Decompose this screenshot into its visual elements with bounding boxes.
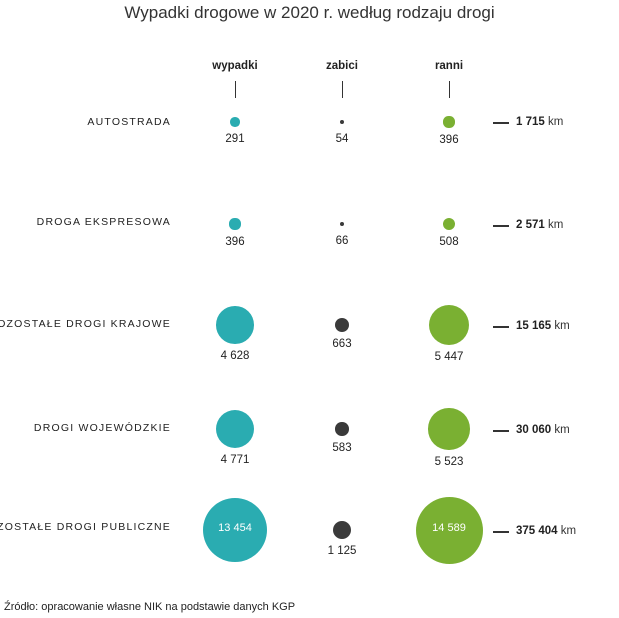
road-length-value: 375 404	[516, 525, 558, 537]
value-label-zabici: 1 125	[327, 545, 357, 558]
value-label-ranni: 5 523	[434, 455, 464, 468]
length-dash	[493, 430, 509, 432]
road-length: 2 571 km	[516, 219, 563, 231]
column-tick-ranni	[449, 81, 450, 98]
road-length-unit: km	[547, 219, 564, 231]
road-length: 1 715 km	[516, 116, 563, 128]
bubble-ranni	[442, 217, 456, 231]
chart-title: Wypadki drogowe w 2020 r. według rodzaju…	[124, 3, 495, 22]
road-length-unit: km	[560, 525, 577, 537]
column-header-ranni: ranni	[434, 60, 464, 72]
column-tick-zabici	[342, 81, 343, 98]
road-length-value: 2 571	[516, 219, 545, 231]
value-label-ranni: 396	[439, 133, 459, 146]
column-tick-wypadki	[235, 81, 236, 98]
bubble-zabici	[334, 317, 350, 333]
length-dash	[493, 326, 509, 328]
bubble-zabici	[339, 119, 345, 125]
value-label-ranni: 508	[439, 236, 459, 249]
value-label-wypadki: 13 454	[218, 522, 252, 534]
road-length: 30 060 km	[516, 424, 570, 436]
value-label-zabici: 66	[335, 235, 349, 247]
value-label-wypadki: 4 771	[220, 454, 250, 467]
row-label: POZOSTAŁE DROGI PUBLICZNE	[0, 521, 171, 533]
source-note: Źródło: opracowanie własne NIK na podsta…	[4, 601, 296, 613]
row-label: AUTOSTRADA	[87, 116, 171, 128]
column-header-zabici: zabici	[326, 60, 358, 72]
length-dash	[493, 531, 509, 533]
bubble-wypadki	[216, 306, 254, 344]
value-label-wypadki: 4 628	[220, 349, 250, 362]
bubble-zabici	[335, 422, 349, 436]
bubble-ranni	[415, 496, 483, 564]
row-label: POZOSTAŁE DROGI KRAJOWE	[0, 318, 171, 330]
bubble-ranni	[428, 408, 470, 450]
road-length-unit: km	[554, 320, 570, 332]
value-label-zabici: 583	[332, 441, 352, 454]
road-length: 15 165 km	[516, 320, 570, 332]
bubble-wypadki	[230, 117, 240, 127]
bubble-zabici	[332, 520, 352, 540]
row-label: DROGA EKSPRESOWA	[36, 216, 171, 228]
length-dash	[493, 225, 509, 227]
row-label: DROGI WOJEWÓDZKIE	[33, 422, 171, 434]
road-length: 375 404 km	[516, 525, 576, 537]
road-length-value: 15 165	[516, 320, 552, 332]
bubble-wypadki	[229, 218, 241, 230]
value-label-ranni: 14 589	[432, 522, 466, 534]
bubble-zabici	[339, 221, 345, 227]
column-header-wypadki: wypadki	[212, 60, 258, 72]
road-length-value: 30 060	[516, 424, 552, 436]
bubble-ranni	[443, 116, 455, 128]
road-length-unit: km	[554, 424, 570, 436]
road-length-unit: km	[547, 116, 564, 128]
bubble-wypadki	[202, 497, 268, 563]
bubble-ranni	[428, 304, 470, 346]
value-label-wypadki: 396	[225, 235, 245, 248]
length-dash	[493, 122, 509, 124]
value-label-zabici: 54	[335, 133, 349, 145]
bubble-wypadki	[215, 409, 255, 449]
road-length-value: 1 715	[516, 116, 545, 128]
value-label-wypadki: 291	[225, 133, 245, 145]
value-label-ranni: 5 447	[434, 351, 464, 364]
value-label-zabici: 663	[332, 338, 352, 351]
